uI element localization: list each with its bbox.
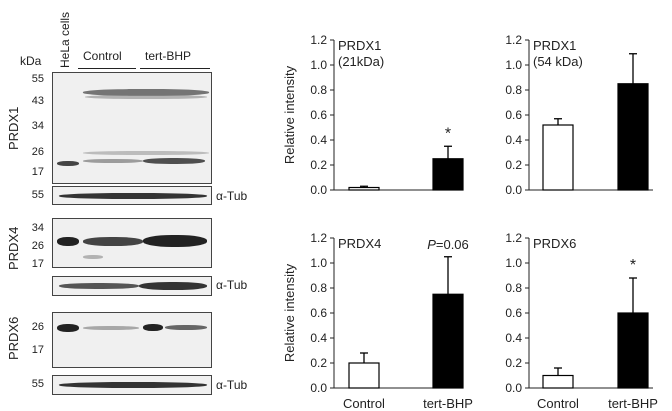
- chart-y-tick-label: 0.8: [505, 83, 522, 97]
- chart-y-tick-label: 0.0: [505, 183, 522, 197]
- prdx1-blot-image: [52, 72, 212, 184]
- chart-y-tick-label: 1.2: [505, 33, 522, 47]
- chart-y-tick-label: 0.6: [505, 108, 522, 122]
- prdx1-marker-34: 34: [31, 120, 44, 132]
- chart-y-tick-label: 0.8: [310, 281, 327, 295]
- tub1-marker-55: 55: [31, 189, 44, 201]
- control-bar: [348, 186, 380, 191]
- tert-bhp-bar: [432, 293, 464, 389]
- chart-title: (21kDa): [338, 54, 384, 69]
- tub1-label: α-Tub: [216, 189, 248, 203]
- prdx4-marker-17: 17: [31, 258, 44, 270]
- chart-y-tick-label: 1.0: [505, 256, 522, 270]
- prdx6-marker-17: 17: [31, 344, 44, 356]
- chart-title: PRDX6: [533, 236, 576, 251]
- chart-y-tick-label: 1.2: [505, 231, 522, 245]
- tert-bhp-bar: [432, 158, 464, 191]
- tub2-label: α-Tub: [216, 278, 248, 292]
- chart-y-tick-label: 1.0: [505, 58, 522, 72]
- chart-y-tick-label: 0.6: [310, 108, 327, 122]
- chart-y-tick-label: 1.2: [310, 33, 327, 47]
- chart-x-category-label: Control: [343, 396, 385, 411]
- chart-y-tick-label: 0.0: [310, 183, 327, 197]
- significance-annotation: *: [630, 257, 636, 274]
- tub1-blot-image: [52, 186, 212, 205]
- chart-y-tick-label: 0.2: [310, 356, 327, 370]
- chart-title: (54 kDa): [533, 54, 583, 69]
- tub2-blot-image: [52, 276, 212, 296]
- chart-title: PRDX4: [338, 236, 381, 251]
- chart-y-tick-label: 0.4: [505, 331, 522, 345]
- chart-y-tick-label: 0.2: [310, 158, 327, 172]
- chart-y-tick-label: 0.0: [310, 381, 327, 395]
- tub3-marker-55: 55: [31, 378, 44, 390]
- chart-y-tick-label: 0.8: [505, 281, 522, 295]
- chart-title: PRDX1: [338, 38, 381, 53]
- chart-x-category-label: tert-BHP: [608, 396, 658, 411]
- chart-y-tick-label: 0.8: [310, 83, 327, 97]
- control-group-label: Control: [83, 49, 122, 63]
- prdx1-marker-43: 43: [31, 95, 44, 107]
- treatment-group-line: [140, 68, 210, 69]
- prdx4-marker-26: 26: [31, 240, 44, 252]
- chart-y-tick-label: 0.4: [505, 133, 522, 147]
- tert-bhp-bar: [617, 312, 649, 389]
- tub3-blot-image: [52, 375, 212, 395]
- control-bar: [542, 124, 574, 191]
- prdx4-blot-image: [52, 218, 212, 268]
- prdx1-marker-26: 26: [31, 146, 44, 158]
- prdx6-blot-image: [52, 312, 212, 368]
- chart-y-tick-label: 0.6: [505, 306, 522, 320]
- chart-y-axis-label: Relative intensity: [282, 263, 297, 362]
- significance-annotation: *: [445, 125, 451, 142]
- tub3-label: α-Tub: [216, 378, 248, 392]
- chart-y-tick-label: 0.4: [310, 331, 327, 345]
- chart-y-tick-label: 1.2: [310, 231, 327, 245]
- prdx4-marker-34: 34: [31, 222, 44, 234]
- chart-title: PRDX1: [533, 38, 576, 53]
- significance-annotation: P=0.06: [427, 237, 469, 252]
- chart-x-category-label: tert-BHP: [423, 396, 473, 411]
- chart-y-tick-label: 0.6: [310, 306, 327, 320]
- chart-y-axis-label: Relative intensity: [282, 65, 297, 164]
- control-bar: [542, 374, 574, 389]
- control-group-line: [78, 68, 136, 69]
- treatment-group-label: tert-BHP: [145, 49, 192, 63]
- kda-label: kDa: [20, 54, 42, 68]
- prdx1-marker-55: 55: [31, 73, 44, 85]
- chart-y-tick-label: 0.4: [310, 133, 327, 147]
- chart-y-tick-label: 0.2: [505, 158, 522, 172]
- chart-y-tick-label: 0.2: [505, 356, 522, 370]
- tert-bhp-bar: [617, 83, 649, 191]
- chart-y-tick-label: 1.0: [310, 58, 327, 72]
- prdx1-marker-17: 17: [31, 166, 44, 178]
- chart-y-tick-label: 0.0: [505, 381, 522, 395]
- prdx6-marker-26: 26: [31, 321, 44, 333]
- chart-y-tick-label: 1.0: [310, 256, 327, 270]
- chart-x-category-label: Control: [537, 396, 579, 411]
- control-bar: [348, 362, 380, 389]
